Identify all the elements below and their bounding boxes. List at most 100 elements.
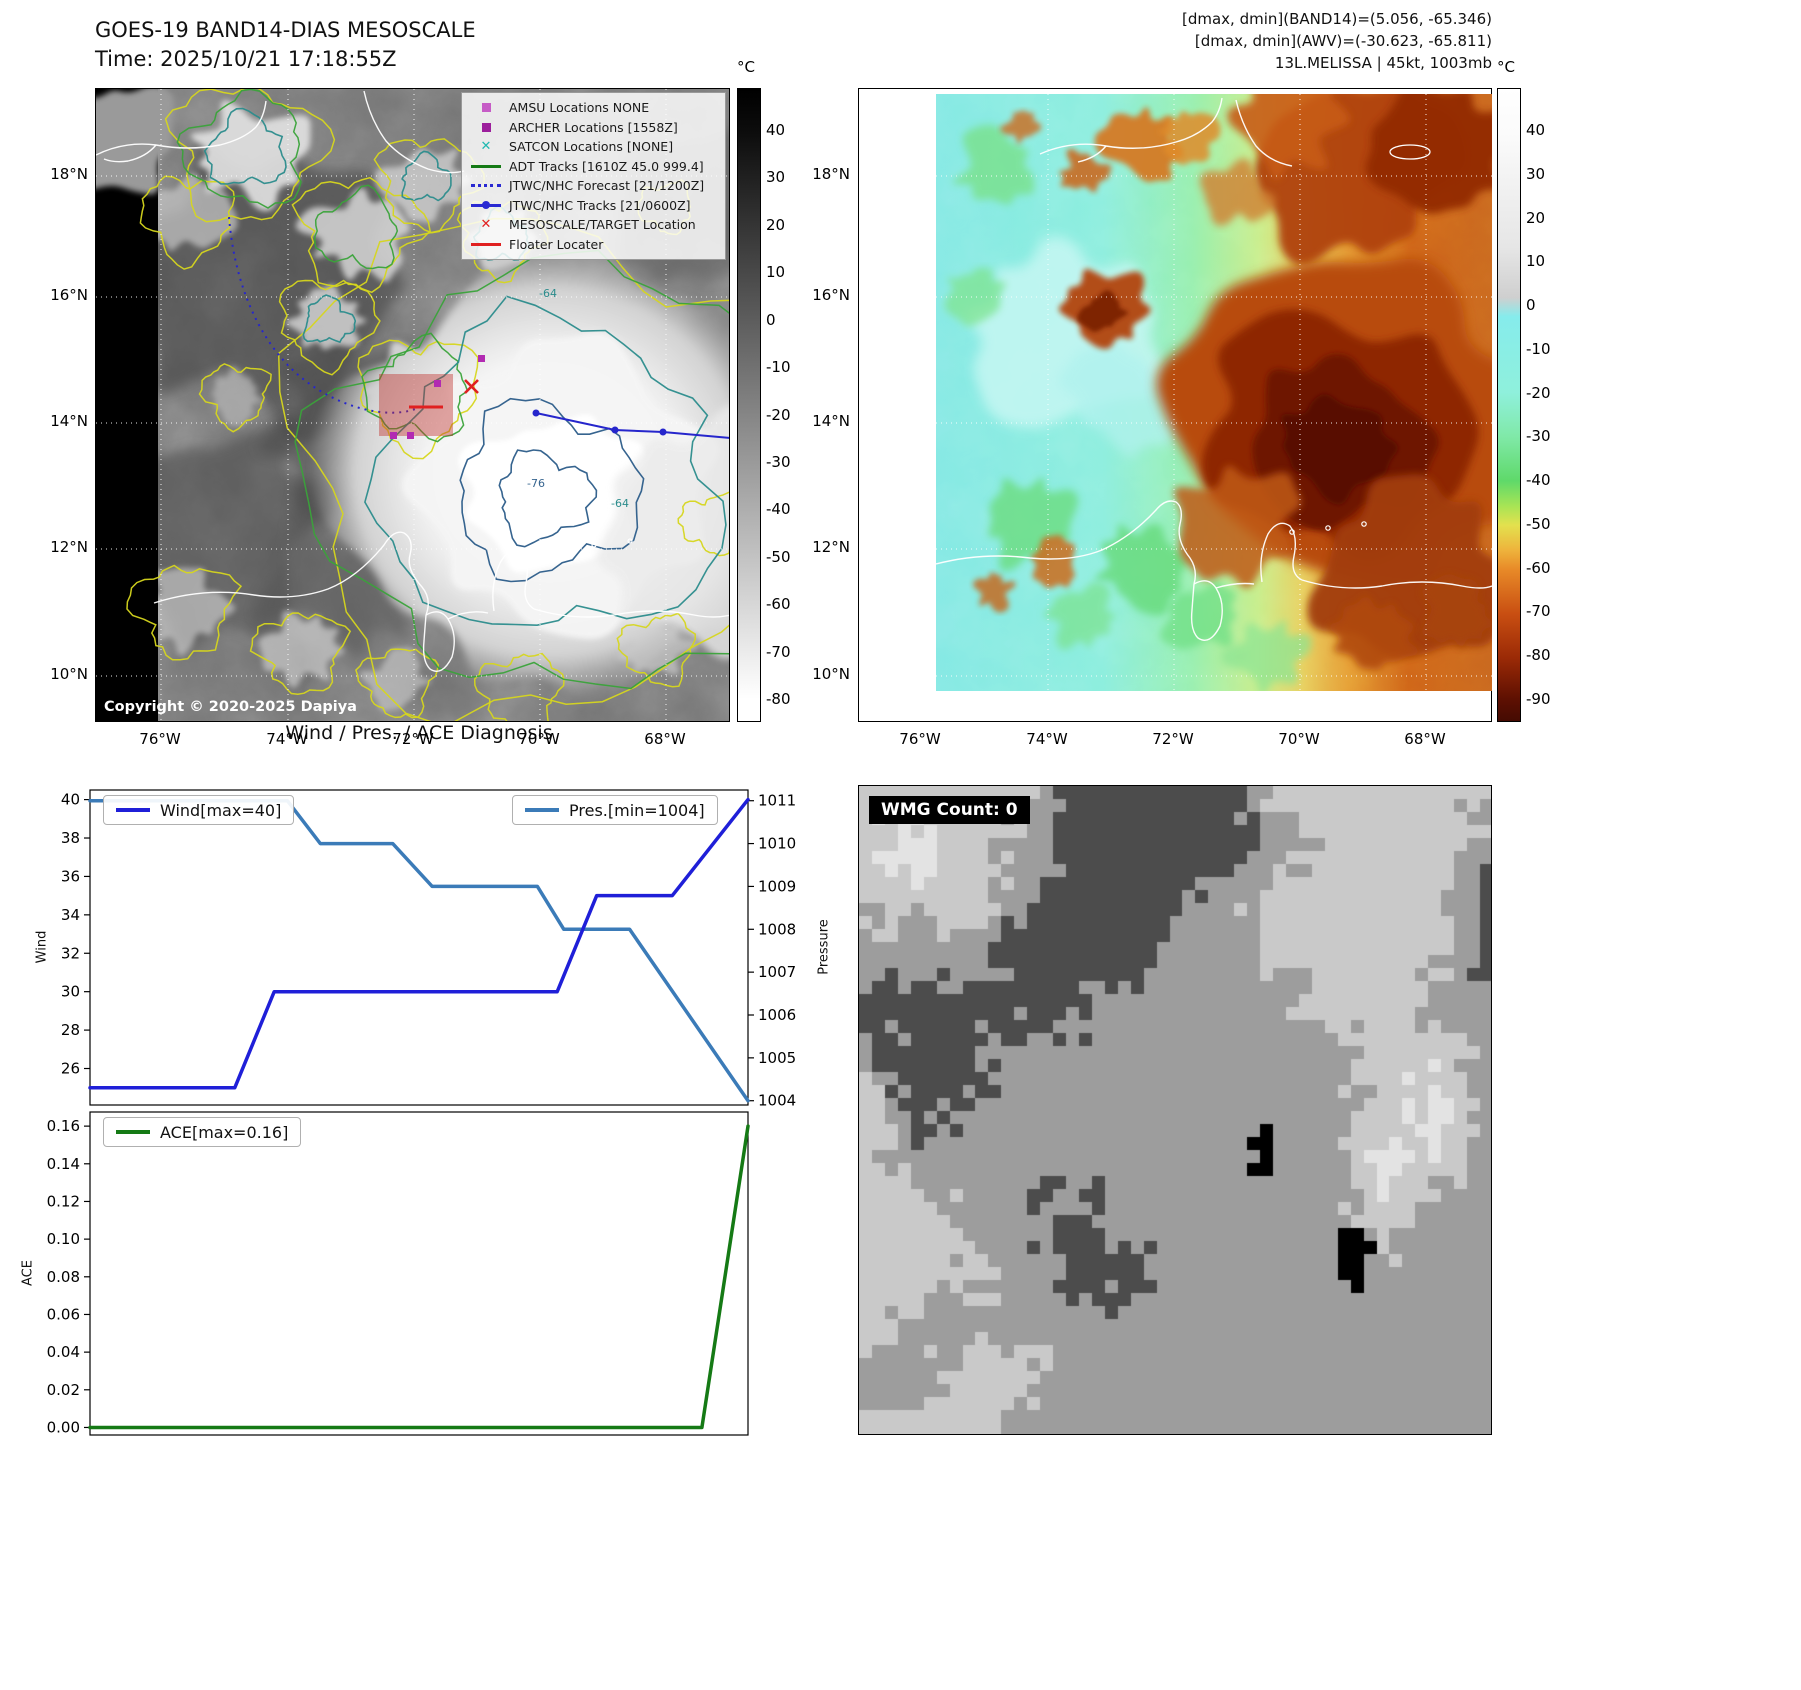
colorbar-tick-label: -20 [1526,383,1551,402]
chart-tick-label: 38 [61,829,80,847]
wmg-image [859,786,1491,1434]
chart-tick-label: 0.10 [47,1230,80,1248]
awv-annotation-storm: 13L.MELISSA | 45kt, 1003mb [1274,54,1492,72]
band14-legend: AMSU Locations NONE ARCHER Locations [155… [461,92,726,260]
chart-tick-label: 26 [61,1060,80,1078]
awv-lat-label: 10°N [812,665,850,683]
chart-tick-label: 1009 [758,877,796,895]
chart-tick-label: 28 [61,1021,80,1039]
contour-label: -76 [527,477,545,490]
legend-item: ADT Tracks [1610Z 45.0 999.4] [470,157,717,177]
awv-lon-label: 70°W [1278,730,1320,748]
band14-lat-label: 16°N [50,286,88,304]
chart-tick-label: 0.06 [47,1305,80,1323]
colorbar-tick-label: -60 [766,595,791,614]
ace-legend-label: ACE[max=0.16] [160,1122,289,1142]
chart-tick-label: 1010 [758,835,796,853]
band14-colorbar-unit: °C [737,58,755,76]
chart-tick-label: 34 [61,906,80,924]
legend-item: AMSU Locations NONE [470,98,717,118]
ace-legend: ACE[max=0.16] [103,1117,302,1147]
chart-tick-label: 0.02 [47,1381,80,1399]
awv-colorbar-unit: °C [1497,58,1515,76]
legend-item-label: JTWC/NHC Tracks [21/0600Z] [509,197,691,213]
awv-lon-label: 74°W [1026,730,1068,748]
band14-title: GOES-19 BAND14-DIAS MESOSCALE [95,18,476,42]
wind-legend-line-icon [116,808,150,812]
awv-colorbar [1497,88,1521,722]
chart-tick-label: 0.14 [47,1155,80,1173]
band14-lon-label: 74°W [266,730,308,748]
chart-tick-label: 1007 [758,963,796,981]
cross-legend-icon: ✕ [480,139,492,155]
chart-tick-label: 1008 [758,920,796,938]
band14-lat-label: 12°N [50,538,88,556]
colorbar-tick-label: 10 [766,263,786,282]
wind-legend-label: Wind[max=40] [160,800,282,820]
colorbar-tick-label: -20 [766,405,791,424]
colorbar-tick-label: -40 [1526,471,1551,490]
colorbar-tick-label: -50 [1526,514,1551,533]
colorbar-tick-label: -10 [1526,339,1551,358]
band14-title-block: GOES-19 BAND14-DIAS MESOSCALE Time: 2025… [95,16,476,74]
legend-item: ARCHER Locations [1558Z] [470,118,717,138]
band14-subtitle: Time: 2025/10/21 17:18:55Z [95,47,397,71]
diagnosis-charts: 26 28 30 32 34 36 38 40 1004 1005 1006 1007 1008 1009… [47,789,796,1436]
contour-label: -64 [611,497,629,510]
colorbar-tick-label: 20 [766,215,786,234]
awv-lon-label: 72°W [1152,730,1194,748]
band14-lon-label: 68°W [644,730,686,748]
pressure-axis-label: Pressure [816,919,832,975]
ace-legend-line-icon [116,1130,150,1134]
diagnosis-title: Wind / Pres. / ACE Diagnosis [285,722,553,744]
legend-item: JTWC/NHC Forecast [21/1200Z] [470,176,717,196]
wind-axis-label: Wind [34,930,50,964]
legend-item: Floater Locater [470,235,717,255]
colorbar-tick-label: 20 [1526,208,1546,227]
square-legend-icon [470,103,502,113]
wmg-map: WMG Count: 0 [858,785,1492,1435]
awv-lat-label: 16°N [812,286,850,304]
band14-lon-label: 72°W [392,730,434,748]
legend-item-label: MESOSCALE/TARGET Location [509,217,696,233]
legend-item-label: JTWC/NHC Forecast [21/1200Z] [509,178,705,194]
awv-annotations: [dmax, dmin](BAND14)=(5.056, -65.346) [d… [900,8,1492,74]
awv-annotation-awv: [dmax, dmin](AWV)=(-30.623, -65.811) [1194,32,1492,50]
square-legend-icon [470,122,502,132]
chart-tick-label: 0.00 [47,1418,80,1436]
legend-item-label: ARCHER Locations [1558Z] [509,119,678,135]
chart-tick-label: 0.08 [47,1268,80,1286]
chart-tick-label: 40 [61,791,80,809]
colorbar-tick-label: 30 [766,168,786,187]
chart-tick-label: 0.12 [47,1192,80,1210]
colorbar-tick-label: -80 [1526,646,1551,665]
legend-item-label: Floater Locater [509,236,604,252]
band14-lon-label: 70°W [518,730,560,748]
colorbar-tick-label: 0 [766,310,776,329]
band14-colorbar [737,88,761,722]
colorbar-tick-label: -10 [766,358,791,377]
colorbar-tick-label: -90 [1526,690,1551,708]
awv-satellite-image [935,63,1543,696]
awv-annotation-band14: [dmax, dmin](BAND14)=(5.056, -65.346) [1181,10,1492,28]
legend-item: ✕ SATCON Locations [NONE] [470,137,717,157]
legend-item-label: SATCON Locations [NONE] [509,139,674,155]
chart-tick-label: 0.16 [47,1117,80,1135]
chart-tick-label: 30 [61,983,80,1001]
legend-item: ✕ MESOSCALE/TARGET Location [470,215,717,235]
legend-item-label: ADT Tracks [1610Z 45.0 999.4] [509,158,704,174]
chart-tick-label: 32 [61,944,80,962]
colorbar-tick-label: -30 [766,452,791,471]
copyright-watermark: Copyright © 2020-2025 Dapiya [104,699,357,715]
awv-map [858,63,1543,722]
chart-tick-label: 1011 [758,792,796,810]
legend-item-label: AMSU Locations NONE [509,100,650,116]
line-legend-icon [470,164,502,168]
awv-lon-label: 76°W [899,730,941,748]
chart-tick-label: 36 [61,867,80,885]
colorbar-tick-label: -40 [766,500,791,519]
colorbar-tick-label: -70 [1526,602,1551,621]
line-dot-legend-icon [470,200,502,210]
pressure-legend: Pres.[min=1004] [512,795,718,825]
